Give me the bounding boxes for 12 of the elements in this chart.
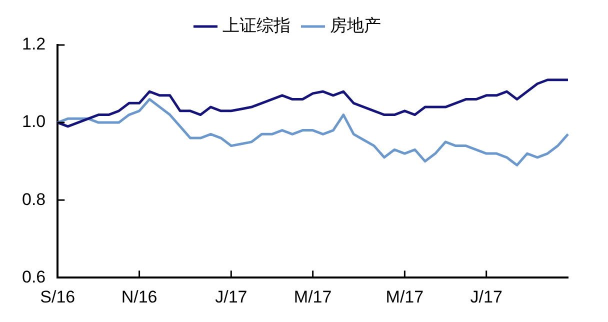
y-tick-label: 1.2 [22,34,46,54]
legend-label: 房地产 [330,16,381,36]
x-tick-label: S/16 [40,287,76,306]
y-tick-label: 1.0 [22,112,46,132]
x-tick-label: N/16 [121,287,158,306]
legend-label: 上证综指 [222,16,290,36]
y-tick-label: 0.6 [22,267,46,286]
x-tick-label: J/17 [215,287,248,306]
x-tick-label: M/17 [386,287,424,306]
x-tick-label: J/17 [470,287,502,306]
x-tick-label: M/17 [294,287,332,306]
y-tick-label: 0.8 [22,190,46,209]
